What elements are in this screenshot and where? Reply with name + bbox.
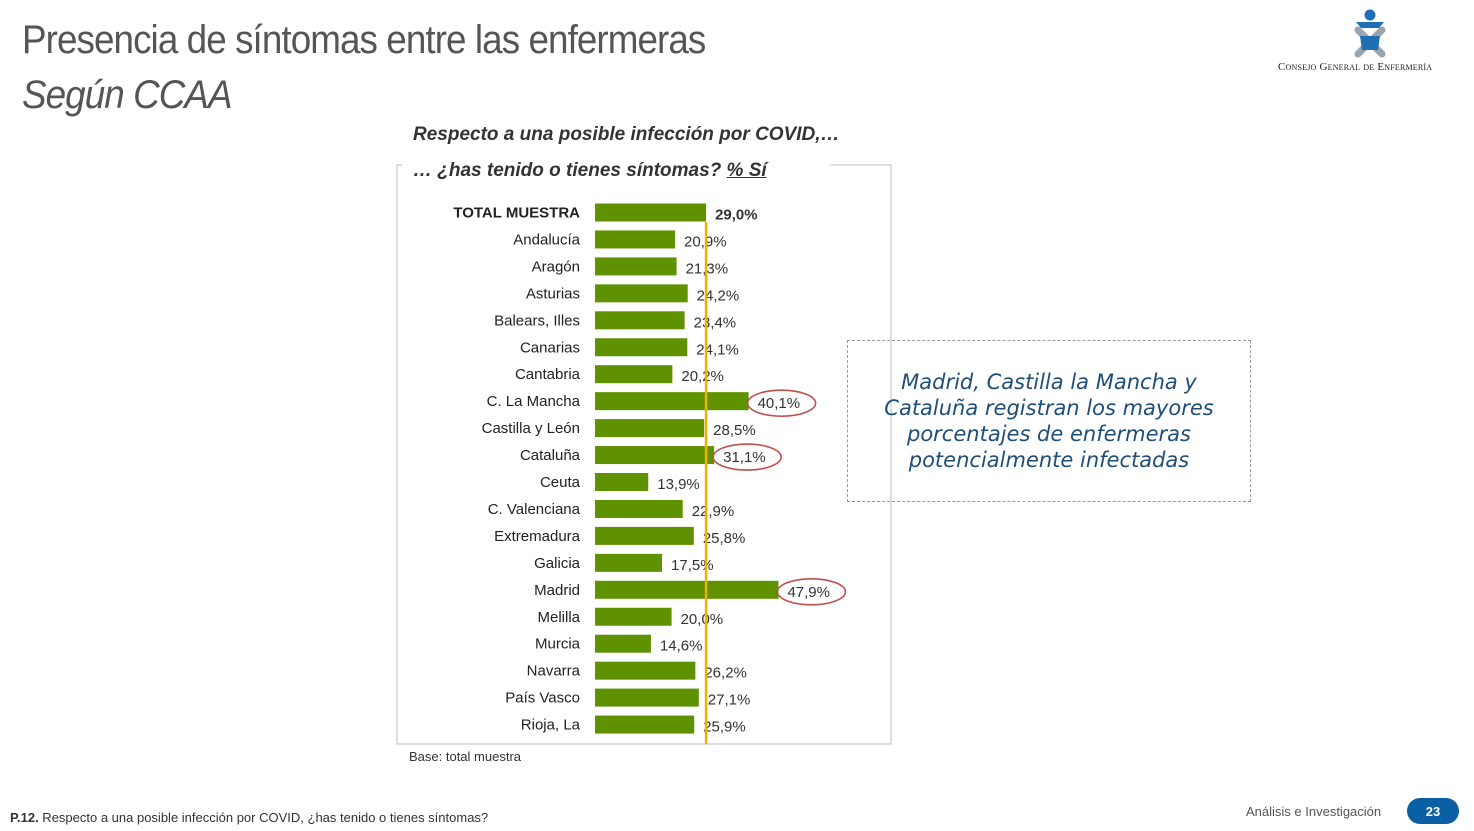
bar bbox=[595, 338, 688, 357]
bar bbox=[595, 365, 673, 384]
bar bbox=[595, 499, 683, 518]
category-label: Cantabria bbox=[515, 366, 581, 383]
chart-question-line2: … ¿has tenido o tienes síntomas? % Sí bbox=[413, 160, 767, 182]
value-label: 23,4% bbox=[694, 314, 737, 331]
footnote-code: P.12. bbox=[10, 810, 39, 825]
page-title: Presencia de síntomas entre las enfermer… bbox=[22, 18, 706, 62]
page-subtitle: Según CCAA bbox=[22, 73, 233, 117]
bar bbox=[595, 526, 694, 545]
value-label: 20,0% bbox=[681, 611, 724, 628]
bar bbox=[595, 392, 749, 411]
chart-unit-label: % Sí bbox=[726, 160, 767, 181]
bar bbox=[595, 473, 649, 491]
bar bbox=[595, 580, 779, 599]
chart-question-line1: Respecto a una posible infección por COV… bbox=[413, 124, 840, 145]
section-label: Análisis e Investigación bbox=[1246, 804, 1382, 819]
category-label: TOTAL MUESTRA bbox=[453, 205, 580, 222]
value-label: 24,1% bbox=[696, 341, 739, 358]
value-label: 24,2% bbox=[697, 287, 740, 304]
highlight-circle bbox=[776, 577, 847, 606]
bar bbox=[595, 688, 699, 707]
bar bbox=[595, 419, 705, 438]
bar bbox=[595, 230, 676, 249]
category-label: Cataluña bbox=[520, 447, 581, 464]
page-number-badge: 23 bbox=[1407, 798, 1459, 824]
highlight-circle bbox=[712, 443, 782, 471]
value-label: 47,9% bbox=[787, 584, 830, 601]
category-label: Asturias bbox=[526, 285, 580, 302]
category-label: Madrid bbox=[534, 582, 580, 599]
bar bbox=[595, 661, 696, 680]
category-label: Galicia bbox=[534, 555, 581, 572]
callout-text: Madrid, Castilla la Mancha y Cataluña re… bbox=[884, 370, 1214, 472]
value-label: 27,1% bbox=[708, 692, 751, 709]
value-label: 20,2% bbox=[681, 368, 724, 385]
category-label: Castilla y León bbox=[482, 420, 580, 437]
bar bbox=[595, 634, 651, 653]
value-label: 26,2% bbox=[704, 665, 747, 682]
value-label: 22,9% bbox=[692, 503, 735, 520]
value-label: 25,8% bbox=[703, 530, 746, 547]
chart-frame bbox=[396, 164, 892, 745]
footnote-question: Respecto a una posible infección por COV… bbox=[38, 810, 489, 825]
bar bbox=[595, 257, 677, 276]
category-label: Aragón bbox=[532, 258, 580, 275]
category-label: Andalucía bbox=[513, 231, 580, 248]
value-label: 29,0% bbox=[715, 207, 758, 224]
value-label: 17,5% bbox=[671, 557, 714, 574]
category-label: Murcia bbox=[535, 636, 581, 653]
chart-question-text: … ¿has tenido o tienes síntomas? bbox=[413, 160, 727, 181]
category-label: Extremadura bbox=[494, 528, 581, 545]
value-label: 14,6% bbox=[660, 638, 703, 655]
organization-logo bbox=[1354, 9, 1386, 58]
bar bbox=[595, 311, 685, 330]
highlight-circle bbox=[746, 389, 817, 417]
base-note: Base: total muestra bbox=[409, 749, 521, 764]
category-label: Melilla bbox=[537, 609, 580, 626]
value-label: 31,1% bbox=[723, 449, 766, 466]
bar bbox=[595, 203, 707, 222]
category-label: Canarias bbox=[520, 339, 580, 356]
category-label: Ceuta bbox=[540, 474, 581, 491]
category-label: País Vasco bbox=[505, 690, 580, 707]
category-label: Balears, Illes bbox=[494, 312, 580, 329]
value-label: 13,9% bbox=[657, 476, 700, 493]
bar bbox=[595, 607, 672, 626]
callout-box: Madrid, Castilla la Mancha y Cataluña re… bbox=[847, 340, 1251, 502]
category-label: Navarra bbox=[527, 663, 581, 680]
value-label: 28,5% bbox=[713, 422, 756, 439]
bar bbox=[595, 553, 663, 572]
category-label: C. Valenciana bbox=[488, 501, 581, 518]
organization-name: Consejo General de Enfermería bbox=[1278, 61, 1433, 73]
category-label: C. La Mancha bbox=[487, 393, 581, 410]
footnote: P.12. Respecto a una posible infección p… bbox=[10, 810, 488, 825]
bar bbox=[595, 446, 715, 465]
bar bbox=[595, 284, 688, 303]
value-label: 40,1% bbox=[758, 395, 801, 412]
value-label: 25,9% bbox=[703, 719, 746, 736]
category-label: Rioja, La bbox=[521, 717, 581, 734]
bar bbox=[595, 715, 695, 734]
